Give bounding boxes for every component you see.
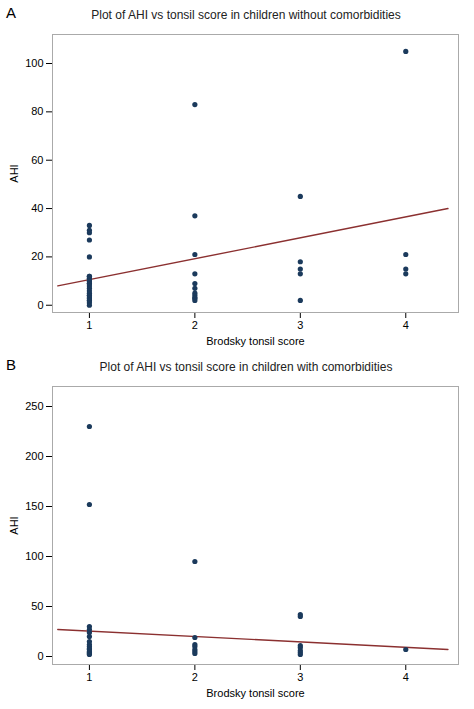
svg-text:100: 100 xyxy=(25,57,43,69)
svg-text:50: 50 xyxy=(31,600,43,612)
svg-text:0: 0 xyxy=(37,299,43,311)
svg-text:2: 2 xyxy=(192,319,198,331)
html-text:A: A xyxy=(6,4,16,21)
svg-text:Brodsky tonsil score: Brodsky tonsil score xyxy=(206,687,304,699)
svg-text:40: 40 xyxy=(31,202,43,214)
svg-text:60: 60 xyxy=(31,154,43,166)
svg-text:80: 80 xyxy=(31,105,43,117)
svg-text:100: 100 xyxy=(25,550,43,562)
svg-text:4: 4 xyxy=(403,671,409,683)
svg-text:3: 3 xyxy=(297,319,303,331)
svg-text:20: 20 xyxy=(31,250,43,262)
svg-text:4: 4 xyxy=(403,319,409,331)
svg-text:1: 1 xyxy=(86,319,92,331)
svg-text:2: 2 xyxy=(192,671,198,683)
svg-text:AHI: AHI xyxy=(8,516,20,534)
html-text:Plot of AHI vs tonsil score in: Plot of AHI vs tonsil score in children … xyxy=(91,8,401,22)
html-text:Plot of AHI vs tonsil score in: Plot of AHI vs tonsil score in children … xyxy=(99,360,393,374)
svg-text:3: 3 xyxy=(297,671,303,683)
svg-text:Brodsky tonsil score: Brodsky tonsil score xyxy=(206,335,304,347)
svg-text:AHI: AHI xyxy=(8,164,20,182)
svg-text:200: 200 xyxy=(25,450,43,462)
html-text:B: B xyxy=(6,356,16,373)
svg-text:150: 150 xyxy=(25,500,43,512)
svg-text:1: 1 xyxy=(86,671,92,683)
svg-text:0: 0 xyxy=(37,650,43,662)
svg-text:250: 250 xyxy=(25,400,43,412)
